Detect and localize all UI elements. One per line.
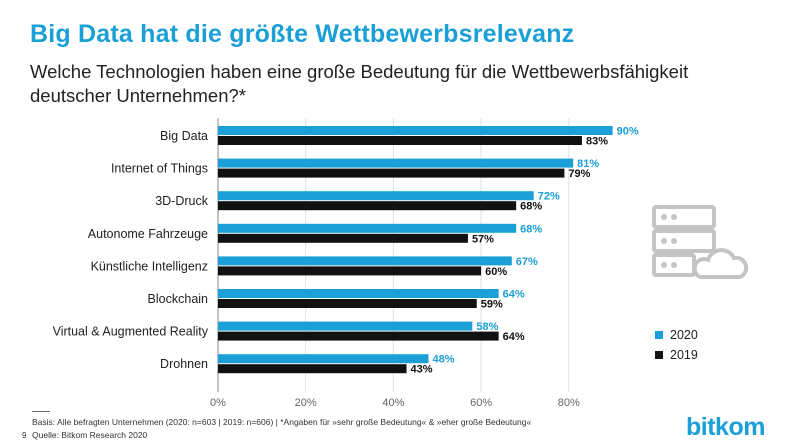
bar-2020-big-data (218, 126, 613, 135)
bar-2019-autonome-fahrzeuge (218, 233, 468, 243)
bar-2020-3d-druck (218, 191, 534, 201)
data-label-2020-künstliche-intelligenz: 67% (516, 256, 538, 268)
bar-2019-internet-of-things (218, 168, 565, 178)
category-label-autonome-fahrzeuge: Autonome Fahrzeuge (88, 227, 208, 241)
legend-item-2020: 2020 (655, 325, 698, 345)
x-tick-80pct: 80% (558, 397, 580, 409)
legend-label-2019: 2019 (670, 348, 698, 362)
bar-2020-internet-of-things (218, 158, 574, 168)
category-label-künstliche-intelligenz: Künstliche Intelligenz (91, 259, 208, 273)
data-label-2020-3d-druck: 72% (538, 191, 560, 203)
data-label-2019-internet-of-things: 79% (568, 168, 590, 180)
category-label-3d-druck: 3D-Druck (155, 194, 209, 208)
category-label-blockchain: Blockchain (148, 292, 208, 306)
legend-swatch-2019 (655, 351, 663, 359)
bar-2019-3d-druck (218, 201, 517, 211)
page-number: 9 (22, 431, 27, 440)
x-tick-40pct: 40% (382, 397, 404, 409)
chart-title: Big Data hat die größte Wettbewerbsrelev… (30, 20, 575, 48)
bar-2019-drohnen (218, 364, 407, 374)
data-label-2019-autonome-fahrzeuge: 57% (472, 233, 494, 245)
data-label-2019-virtual-augmented-reality: 64% (503, 331, 525, 343)
bar-2020-blockchain (218, 289, 499, 298)
bitkom-logo: bitkom (686, 413, 765, 441)
x-tick-60pct: 60% (470, 397, 492, 409)
legend-item-2019: 2019 (655, 345, 698, 365)
data-label-2020-virtual-augmented-reality: 58% (476, 321, 498, 333)
data-label-2019-3d-druck: 68% (520, 201, 542, 213)
category-label-virtual-augmented-reality: Virtual & Augmented Reality (53, 325, 209, 339)
bar-2020-virtual-augmented-reality (218, 321, 473, 331)
footnote-divider (32, 411, 50, 412)
bar-2019-virtual-augmented-reality (218, 331, 499, 341)
x-tick-20pct: 20% (295, 397, 317, 409)
x-tick-0pct: 0% (210, 397, 226, 409)
bar-2020-künstliche-intelligenz (218, 256, 512, 266)
chart-legend: 2020 2019 (655, 325, 698, 365)
footnote-source: Quelle: Bitkom Research 2020 (32, 430, 148, 440)
data-label-2020-big-data: 90% (617, 126, 639, 138)
bar-2019-künstliche-intelligenz (218, 266, 482, 276)
legend-label-2020: 2020 (670, 328, 698, 342)
category-label-big-data: Big Data (160, 129, 208, 143)
bar-2019-blockchain (218, 299, 477, 308)
data-label-2020-internet-of-things: 81% (577, 158, 599, 170)
data-label-2020-autonome-fahrzeuge: 68% (520, 223, 542, 235)
footnote-basis: Basis: Alle befragten Unternehmen (2020:… (32, 417, 532, 427)
legend-swatch-2020 (655, 331, 663, 339)
data-label-2019-künstliche-intelligenz: 60% (485, 266, 507, 278)
category-label-internet-of-things: Internet of Things (111, 162, 208, 176)
category-label-drohnen: Drohnen (160, 357, 208, 371)
chart-subtitle: Welche Technologien haben eine große Bed… (30, 61, 689, 106)
bar-2019-big-data (218, 136, 582, 145)
server-cloud-icon (652, 205, 749, 279)
data-label-2019-drohnen: 43% (411, 364, 433, 376)
data-label-2020-blockchain: 64% (503, 289, 525, 301)
bar-2020-autonome-fahrzeuge (218, 223, 517, 233)
bar-2020-drohnen (218, 354, 429, 364)
data-label-2020-drohnen: 48% (432, 354, 454, 366)
data-label-2019-big-data: 83% (586, 136, 608, 148)
data-label-2019-blockchain: 59% (481, 299, 503, 311)
